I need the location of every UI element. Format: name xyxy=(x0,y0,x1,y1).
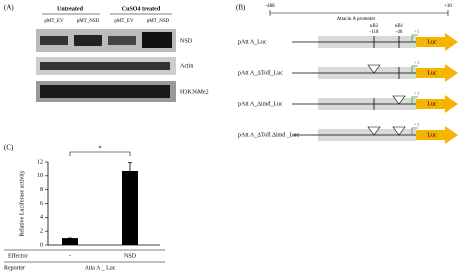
lane-label: pMT_NSD xyxy=(147,19,170,24)
site-name: κB2 xyxy=(370,24,379,29)
significance-bracket xyxy=(69,151,131,156)
panel-label: (B) xyxy=(236,4,246,12)
lane-label: pMT_EV xyxy=(44,19,64,24)
y-tick-label: 2 xyxy=(40,229,43,235)
site-position: -118 xyxy=(370,30,379,35)
deletion-marker xyxy=(392,95,406,105)
construct-label: pAtt A_ΔToll Δimd _Luc xyxy=(238,132,299,138)
construct-label: pAtt A_Luc xyxy=(238,39,267,45)
y-tick-label: 4 xyxy=(40,215,43,221)
construct-label: pAtt A_ΔToll_Luc xyxy=(238,70,283,76)
site-position: -46 xyxy=(396,30,403,35)
panel-label: (A) xyxy=(4,4,14,12)
tss-label: +1 xyxy=(414,61,420,66)
row-label: Actin xyxy=(180,63,193,69)
western-blot: Untreated CuSO4 treated pMT_EV pMT_NSD p… xyxy=(36,6,209,102)
promoter-scale: -488 +30 Attacin A promoter κB2 -118 κB1… xyxy=(265,4,452,35)
bar xyxy=(122,170,138,245)
scale-start: -488 xyxy=(265,4,275,9)
deletion-marker xyxy=(367,64,381,74)
promoter-title: Attacin A promoter xyxy=(337,17,376,22)
tss-arrow xyxy=(411,65,418,73)
tss-label: +1 xyxy=(414,92,420,97)
tss-label: +1 xyxy=(414,123,420,128)
group-label: Untreated xyxy=(57,6,84,12)
reporter-label: Luc xyxy=(427,39,437,45)
reporter-arrow xyxy=(416,126,458,144)
reporter-label: Reporter xyxy=(4,265,25,271)
reporter-arrow xyxy=(416,64,458,82)
reporter-arrow xyxy=(416,95,458,113)
significance-label: * xyxy=(98,145,102,153)
tss-arrow xyxy=(411,34,418,42)
y-tick-label: 12 xyxy=(37,159,43,165)
panel-label: (C) xyxy=(4,144,14,152)
tss-arrow xyxy=(411,96,418,104)
x-tick-label: NSD xyxy=(124,253,137,259)
reporter-arrow xyxy=(416,33,458,51)
y-tick-label: 6 xyxy=(40,201,43,207)
reporter-label: Luc xyxy=(427,101,437,107)
y-tick-label: 8 xyxy=(40,187,43,193)
row-label: NSD xyxy=(180,38,193,44)
lane-label: pMT_EV xyxy=(114,19,134,24)
reporter-label: Luc xyxy=(427,70,437,76)
tss-label: +1 xyxy=(414,30,420,35)
reporter-label: Luc xyxy=(427,132,437,138)
tss-arrow xyxy=(411,127,418,135)
construct-label: pAtt A_Δimd_Luc xyxy=(238,101,283,107)
lane-label: pMT_NSD xyxy=(77,19,100,24)
deletion-marker xyxy=(392,126,406,136)
bar xyxy=(62,238,78,245)
y-tick-label: 0 xyxy=(40,242,43,248)
x-tick-label: - xyxy=(69,253,71,259)
effector-label: Effector xyxy=(8,252,28,259)
y-axis-label: Relative Luciferase activity xyxy=(18,170,25,236)
reporter-name: Atta A _ Luc xyxy=(85,265,116,271)
y-tick-label: 10 xyxy=(37,173,43,179)
scale-end: +30 xyxy=(444,4,452,9)
deletion-marker xyxy=(367,126,381,136)
site-name: κB1 xyxy=(395,24,404,29)
row-label: H3K36Me2 xyxy=(180,89,209,95)
group-label: CuSO4 treated xyxy=(122,6,161,12)
